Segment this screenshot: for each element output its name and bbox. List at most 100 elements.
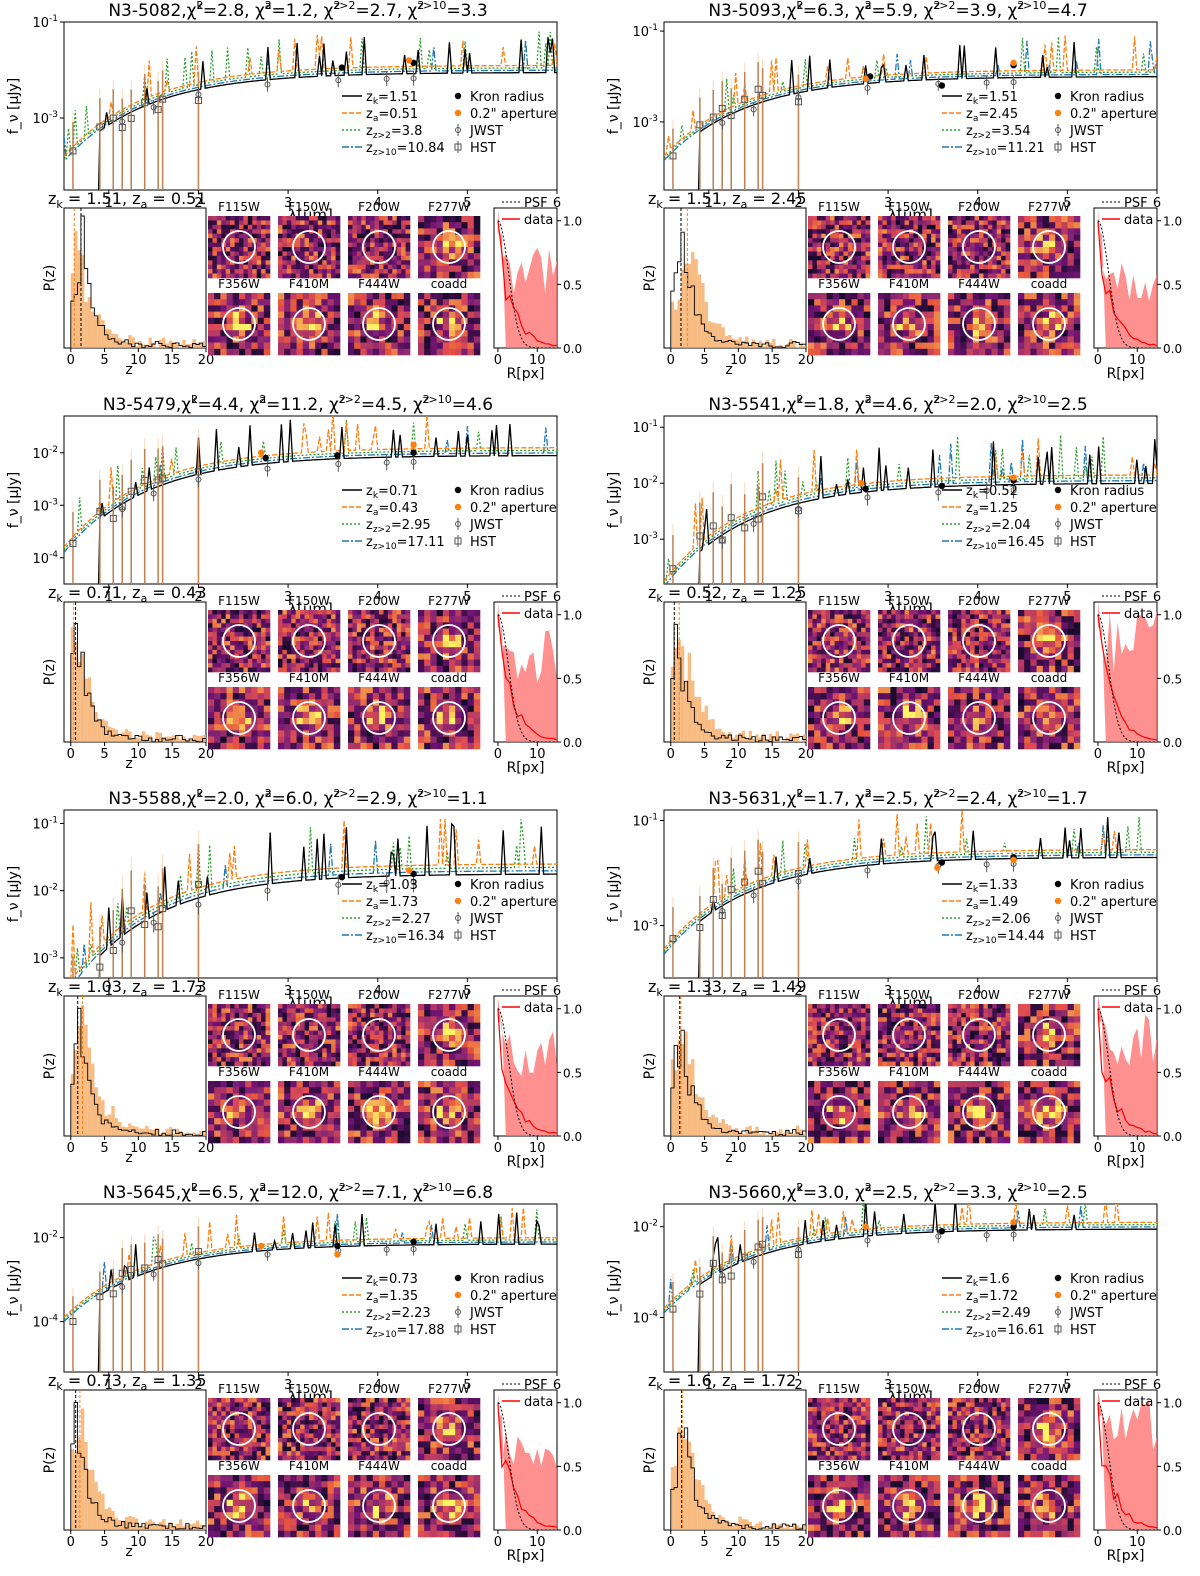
cutout-pixel bbox=[928, 336, 935, 343]
cutout-pixel bbox=[266, 628, 271, 633]
cutout-pixel bbox=[909, 234, 914, 239]
cutout-pixel bbox=[909, 718, 916, 725]
cutout-pixel bbox=[1024, 299, 1031, 306]
cutout-pixel bbox=[909, 712, 916, 719]
cutout-pixel bbox=[864, 336, 871, 343]
cutout-pixel bbox=[282, 220, 287, 225]
cutout-pixel bbox=[835, 243, 840, 248]
cutout-pixel bbox=[896, 637, 901, 642]
cutout-pixel bbox=[290, 730, 297, 737]
cutout-pixel bbox=[474, 718, 481, 725]
cutout-pixel bbox=[835, 663, 840, 668]
cutout-pixel bbox=[826, 641, 831, 646]
cutout-pixel bbox=[970, 645, 975, 650]
cutout-pixel bbox=[915, 324, 922, 331]
cutout-pixel bbox=[826, 243, 831, 248]
cutout-pixel bbox=[913, 251, 918, 256]
cutout-pixel bbox=[243, 632, 248, 637]
cutout-pixel bbox=[909, 706, 916, 713]
cutout-pixel bbox=[948, 730, 955, 737]
y-tick-label: 10-1 bbox=[632, 419, 658, 436]
cutout-pixel bbox=[443, 324, 450, 331]
cutout-pixel bbox=[1061, 222, 1068, 229]
cutout-pixel bbox=[406, 628, 411, 633]
cutout-pixel bbox=[278, 229, 283, 234]
cutout-pixel bbox=[1049, 235, 1056, 242]
cutout-pixel bbox=[957, 234, 962, 239]
cutout-pixel bbox=[952, 632, 957, 637]
cutout-pixel bbox=[1055, 241, 1062, 248]
cutout-pixel bbox=[1018, 647, 1025, 654]
cutout-pixel bbox=[887, 641, 892, 646]
profile-legend-data-label: data bbox=[1124, 213, 1153, 228]
cutout-pixel bbox=[212, 225, 217, 230]
profile-x-label: R[px] bbox=[507, 366, 545, 382]
cutout-f356w bbox=[808, 687, 870, 749]
cutout-pixel bbox=[226, 663, 231, 668]
cutout-pixel bbox=[443, 647, 450, 654]
cutout-pixel bbox=[418, 312, 425, 319]
cutout-pixel bbox=[957, 216, 962, 221]
cutout-pixel bbox=[383, 220, 388, 225]
cutout-pixel bbox=[1049, 247, 1056, 254]
cutout-pixel bbox=[882, 668, 887, 673]
cutout-pixel bbox=[1001, 247, 1006, 252]
cutout-pixel bbox=[297, 743, 304, 750]
cutout-pixel bbox=[321, 699, 328, 706]
cutout-pixel bbox=[309, 659, 314, 664]
cutout-pixel bbox=[354, 706, 361, 713]
cutout-pixel bbox=[826, 238, 831, 243]
cutout-pixel bbox=[961, 654, 966, 659]
cutout-pixel bbox=[948, 324, 955, 331]
cutout-pixel bbox=[887, 654, 892, 659]
cutout-pixel bbox=[309, 718, 316, 725]
cutout-pixel bbox=[909, 737, 916, 744]
cutout-pixel bbox=[927, 663, 932, 668]
cutout-pixel bbox=[848, 269, 853, 274]
cutout-pixel bbox=[266, 234, 271, 239]
cutout-pixel bbox=[887, 645, 892, 650]
cutout-pixel bbox=[430, 730, 437, 737]
cutout-pixel bbox=[318, 247, 323, 252]
cutout-pixel bbox=[239, 243, 244, 248]
cutout-pixel bbox=[357, 269, 362, 274]
cutout-pixel bbox=[430, 699, 437, 706]
cutout-pixel bbox=[208, 699, 215, 706]
cutout-pixel bbox=[866, 614, 871, 619]
cutout-pixel bbox=[814, 318, 821, 325]
cutout-pixel bbox=[424, 299, 431, 306]
cutout-pixel bbox=[827, 687, 834, 694]
cutout-pixel bbox=[391, 293, 398, 300]
cutout-pixel bbox=[992, 619, 997, 624]
cutout-pixel bbox=[882, 220, 887, 225]
cutout-pixel bbox=[948, 251, 953, 256]
cutout-pixel bbox=[361, 260, 366, 265]
cutout-pixel bbox=[352, 650, 357, 655]
cutout-pixel bbox=[861, 260, 866, 265]
cutout-pixel bbox=[909, 614, 914, 619]
cutout-pixel bbox=[857, 220, 862, 225]
cutout-pixel bbox=[230, 269, 235, 274]
cutout-pixel bbox=[406, 619, 411, 624]
cutout-pixel bbox=[235, 269, 240, 274]
cutout-pixel bbox=[857, 256, 862, 261]
cutout-pixel bbox=[866, 628, 871, 633]
pz-bar-za bbox=[705, 302, 708, 348]
cutout-pixel bbox=[208, 730, 215, 737]
cutout-f115w bbox=[808, 216, 870, 278]
cutout-pixel bbox=[884, 305, 891, 312]
cutout-pixel bbox=[808, 349, 815, 356]
pz-bar-za bbox=[755, 734, 758, 742]
cutout-pixel bbox=[352, 668, 357, 673]
cutout-pixel bbox=[214, 330, 221, 337]
cutout-pixel bbox=[808, 318, 815, 325]
cutout-pixel bbox=[300, 238, 305, 243]
pz-bar-za bbox=[752, 739, 755, 742]
cutout-pixel bbox=[985, 712, 992, 719]
cutout-pixel bbox=[884, 349, 891, 356]
cutout-pixel bbox=[997, 269, 1002, 274]
cutout-pixel bbox=[1074, 647, 1081, 654]
cutout-pixel bbox=[430, 622, 437, 629]
cutout-pixel bbox=[896, 247, 901, 252]
pz-bar-za bbox=[728, 335, 731, 348]
